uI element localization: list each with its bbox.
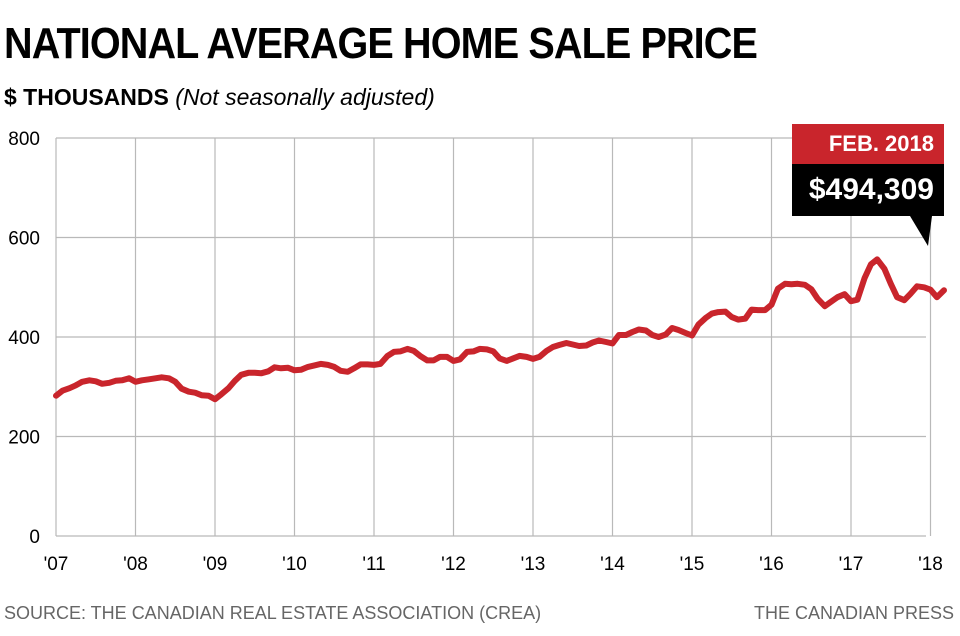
y-tick-label: 600 — [8, 229, 40, 250]
x-tick-label: '07 — [44, 554, 69, 575]
adjustment-note: (Not seasonally adjusted) — [175, 84, 435, 110]
x-tick-label: '10 — [282, 554, 307, 575]
x-tick-label: '14 — [600, 554, 625, 575]
x-axis-labels: '07 '08 '09 '10 '11 '12 '13 '14 '15 '16 '17 '18 — [44, 554, 943, 575]
credit-note: THE CANADIAN PRESS — [753, 603, 954, 623]
units-label: $ THOUSANDS — [4, 84, 169, 110]
x-tick-label: '12 — [441, 554, 466, 575]
y-tick-label: 200 — [8, 428, 40, 449]
x-tick-label: '18 — [918, 554, 943, 575]
x-tick-label: '08 — [123, 554, 148, 575]
series-line — [53, 256, 947, 403]
horizontal-gridlines — [56, 137, 926, 537]
series-layer — [53, 256, 947, 403]
x-tick-label: '09 — [203, 554, 228, 575]
y-tick-label: 0 — [29, 527, 40, 548]
x-tick-label: '17 — [839, 554, 864, 575]
y-tick-label: 800 — [8, 129, 40, 150]
chart-title: NATIONAL AVERAGE HOME SALE PRICE — [4, 19, 758, 68]
annotation-value: $494,309 — [792, 164, 944, 216]
annotation-pointer — [910, 216, 932, 246]
x-tick-label: '16 — [759, 554, 784, 575]
x-tick-label: '11 — [362, 554, 385, 575]
x-tick-label: '15 — [680, 554, 705, 575]
annotation-date: FEB. 2018 — [792, 124, 944, 164]
source-note: SOURCE: THE CANADIAN REAL ESTATE ASSOCIA… — [4, 603, 542, 623]
y-tick-label: 400 — [8, 328, 40, 349]
x-tick-label: '13 — [521, 554, 546, 575]
y-axis-labels: 0 200 400 600 800 — [8, 129, 40, 548]
chart-subtitle: $ THOUSANDS (Not seasonally adjusted) — [4, 86, 435, 109]
